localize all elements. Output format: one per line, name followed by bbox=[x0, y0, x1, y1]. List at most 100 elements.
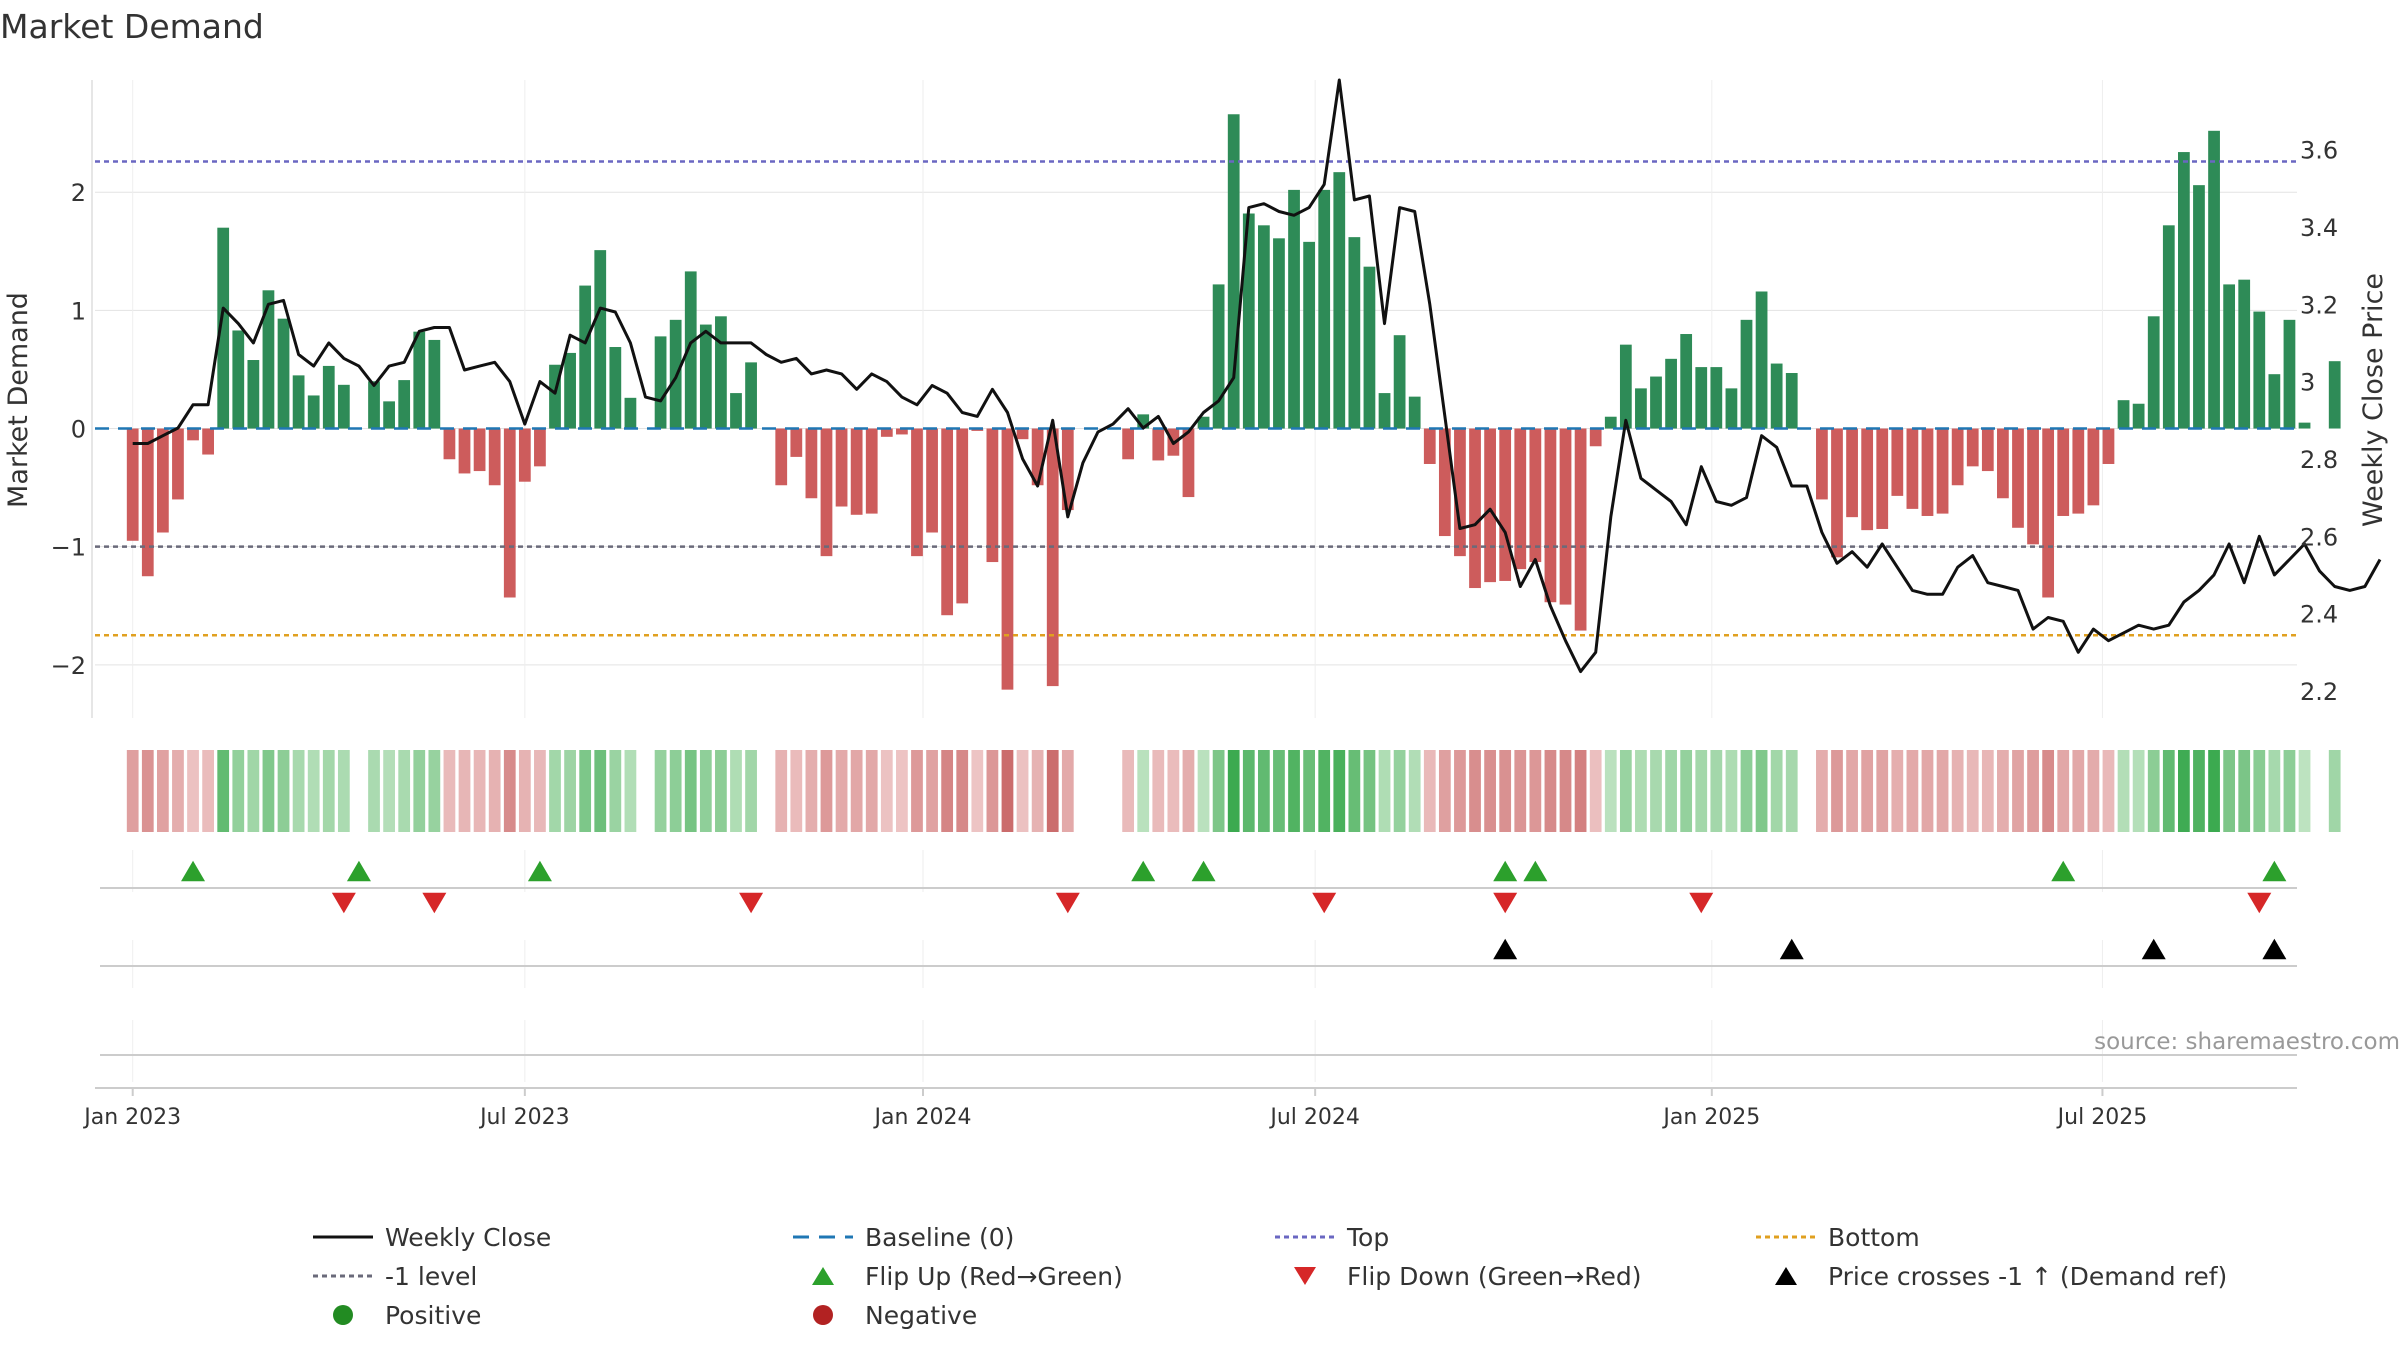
price-cross-marker bbox=[2262, 938, 2287, 960]
demand-bar bbox=[1288, 189, 1300, 429]
x-tick-label: Jan 2024 bbox=[873, 1105, 972, 1130]
heat-cell bbox=[1227, 750, 1240, 832]
demand-bar bbox=[1619, 344, 1632, 429]
demand-bar bbox=[1408, 396, 1421, 429]
heat-cell bbox=[775, 750, 788, 832]
heat-cell bbox=[1363, 750, 1376, 832]
demand-bar bbox=[1333, 172, 1346, 429]
heat-cell bbox=[322, 750, 335, 832]
legend-swatch-circle bbox=[813, 1305, 833, 1325]
demand-bar bbox=[156, 428, 169, 533]
demand-bar bbox=[1770, 363, 1783, 429]
heat-cell bbox=[835, 750, 848, 832]
demand-bar bbox=[307, 395, 320, 429]
heat-cell bbox=[2178, 750, 2190, 832]
demand-bar bbox=[2102, 428, 2115, 464]
heat-cell bbox=[1454, 750, 1466, 832]
demand-bar bbox=[368, 381, 380, 429]
demand-bar bbox=[2027, 428, 2039, 545]
flip-up-marker bbox=[346, 860, 371, 882]
heat-cell bbox=[398, 750, 411, 832]
demand-bar bbox=[805, 428, 818, 499]
heat-cell bbox=[669, 750, 682, 832]
heat-cell bbox=[2057, 750, 2070, 832]
heat-cell bbox=[2042, 750, 2055, 832]
heat-cell bbox=[1680, 750, 1693, 832]
demand-bar bbox=[986, 428, 999, 563]
y2-tick-label: 3.2 bbox=[2300, 291, 2338, 319]
heat-cell bbox=[1378, 750, 1391, 832]
heat-cell bbox=[896, 750, 908, 832]
heat-cell bbox=[277, 750, 290, 832]
demand-bar bbox=[2042, 428, 2055, 598]
heat-cell bbox=[1257, 750, 1270, 832]
flip-up-marker bbox=[181, 860, 206, 882]
demand-bar bbox=[1816, 428, 1828, 500]
demand-bar bbox=[1273, 238, 1285, 429]
heat-cell bbox=[2087, 750, 2100, 832]
heat-cell bbox=[337, 750, 350, 832]
heat-cell bbox=[805, 750, 818, 832]
heat-cell bbox=[503, 750, 516, 832]
demand-bar bbox=[337, 384, 350, 429]
demand-bar bbox=[835, 428, 848, 507]
heat-cell bbox=[2102, 750, 2115, 832]
heat-cell bbox=[1016, 750, 1029, 832]
heat-cell bbox=[1484, 750, 1496, 832]
flip-down-marker bbox=[1689, 892, 1714, 914]
demand-bar bbox=[292, 375, 305, 429]
heat-cell bbox=[1831, 750, 1843, 832]
demand-bar bbox=[443, 428, 456, 460]
heat-cell bbox=[2253, 750, 2266, 832]
demand-bar bbox=[911, 428, 923, 557]
demand-bar bbox=[1831, 428, 1843, 558]
demand-bar bbox=[2283, 319, 2296, 429]
demand-bar bbox=[730, 393, 742, 429]
demand-bar bbox=[1378, 393, 1391, 429]
demand-bar bbox=[1257, 225, 1270, 429]
demand-bar bbox=[277, 318, 290, 429]
demand-bar bbox=[247, 360, 260, 429]
heat-cell bbox=[1816, 750, 1828, 832]
heat-cell bbox=[1966, 750, 1979, 832]
heat-cell bbox=[941, 750, 954, 832]
demand-bar bbox=[1604, 416, 1617, 429]
demand-bar bbox=[1529, 428, 1542, 563]
heat-cell bbox=[1921, 750, 1934, 832]
demand-bar bbox=[473, 428, 486, 472]
demand-bar bbox=[926, 428, 938, 533]
price-line-layer bbox=[132, 78, 2382, 674]
demand-bar bbox=[1710, 367, 1723, 429]
heat-cell bbox=[1981, 750, 1994, 832]
heat-cell bbox=[1740, 750, 1753, 832]
demand-bar bbox=[941, 428, 954, 616]
flip-up-marker bbox=[1493, 860, 1518, 882]
demand-bar bbox=[1046, 428, 1059, 687]
y-tick-label: 0 bbox=[71, 416, 86, 444]
heat-cell bbox=[383, 750, 395, 832]
heat-cell bbox=[1574, 750, 1587, 832]
flip-up-marker bbox=[527, 860, 552, 882]
y-tick-label: 1 bbox=[71, 297, 86, 325]
heat-cell bbox=[1619, 750, 1632, 832]
chart-title: Market Demand bbox=[0, 7, 264, 46]
demand-bar bbox=[1137, 414, 1150, 429]
gridlines bbox=[95, 80, 2297, 1082]
demand-bar bbox=[1212, 284, 1225, 429]
demand-bar bbox=[654, 336, 667, 429]
demand-bar bbox=[1981, 428, 1994, 472]
demand-bar bbox=[684, 271, 697, 429]
heat-cell bbox=[971, 750, 984, 832]
y-tick-label: 2 bbox=[71, 179, 86, 207]
heat-cell bbox=[745, 750, 757, 832]
heat-cell bbox=[518, 750, 531, 832]
demand-bar bbox=[1695, 367, 1708, 429]
demand-bar bbox=[564, 352, 576, 429]
heat-cell bbox=[1122, 750, 1135, 832]
heat-cell bbox=[1469, 750, 1481, 832]
demand-bar bbox=[1740, 319, 1753, 429]
y2-tick-label: 2.8 bbox=[2300, 446, 2338, 474]
demand-bar bbox=[534, 428, 546, 467]
heat-cell bbox=[1499, 750, 1512, 832]
demand-bar bbox=[1182, 428, 1195, 498]
